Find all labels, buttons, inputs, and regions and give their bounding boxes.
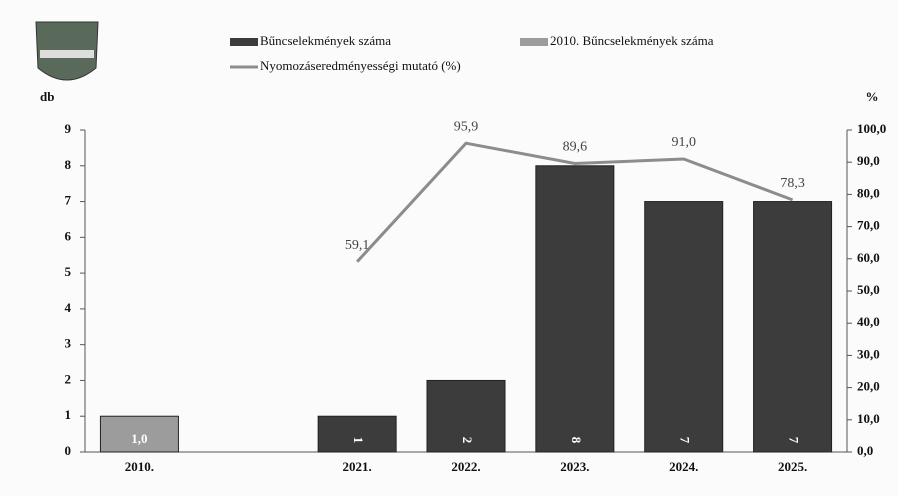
y2-tick-label: 20,0 bbox=[857, 379, 880, 394]
x-tick-label: 2025. bbox=[778, 459, 807, 474]
y-tick-label: 5 bbox=[65, 264, 72, 279]
bar bbox=[99, 415, 179, 453]
bar bbox=[535, 165, 615, 453]
y-tick-label: 6 bbox=[65, 228, 72, 243]
y-tick-label: 9 bbox=[65, 121, 72, 136]
x-tick-label: 2010. bbox=[125, 459, 154, 474]
y-tick-label: 3 bbox=[65, 336, 72, 351]
y-tick-label: 7 bbox=[65, 193, 72, 208]
y2-tick-label: 60,0 bbox=[857, 250, 880, 265]
line-value-label: 95,9 bbox=[454, 119, 479, 134]
x-tick-label: 2021. bbox=[343, 459, 372, 474]
y-tick-label: 8 bbox=[65, 157, 72, 172]
y-tick-label: 1 bbox=[65, 407, 72, 422]
bar bbox=[317, 415, 397, 453]
line-value-label: 78,3 bbox=[780, 176, 805, 191]
y2-tick-label: 80,0 bbox=[857, 185, 880, 200]
y-tick-label: 0 bbox=[65, 443, 72, 458]
y-axis-title: db bbox=[40, 89, 54, 104]
y2-tick-label: 0,0 bbox=[857, 443, 873, 458]
y2-tick-label: 30,0 bbox=[857, 346, 880, 361]
x-tick-label: 2022. bbox=[451, 459, 480, 474]
y2-tick-label: 50,0 bbox=[857, 282, 880, 297]
y2-tick-label: 10,0 bbox=[857, 411, 880, 426]
x-tick-label: 2024. bbox=[669, 459, 698, 474]
bar-value-label: 1,0 bbox=[131, 431, 147, 446]
line bbox=[356, 141, 794, 263]
y2-tick-label: 90,0 bbox=[857, 153, 880, 168]
legend-label: Bűncselekmények száma bbox=[260, 33, 391, 48]
y-tick-label: 2 bbox=[65, 371, 72, 386]
y2-axis-title: % bbox=[866, 89, 879, 104]
x-tick-label: 2023. bbox=[560, 459, 589, 474]
legend-swatch bbox=[520, 38, 548, 46]
bar-value-label: 7 bbox=[787, 437, 802, 444]
logo bbox=[35, 21, 99, 81]
line-value-label: 59,1 bbox=[345, 238, 370, 253]
bar-value-label: 1 bbox=[351, 437, 366, 444]
bar bbox=[426, 379, 506, 453]
line-value-label: 89,6 bbox=[563, 140, 588, 155]
y2-tick-label: 100,0 bbox=[857, 121, 886, 136]
y2-tick-label: 70,0 bbox=[857, 218, 880, 233]
legend-label: Nyomozáseredményességi mutató (%) bbox=[260, 58, 461, 73]
y2-tick-label: 40,0 bbox=[857, 314, 880, 329]
bar-value-label: 8 bbox=[569, 437, 584, 444]
line-value-label: 91,0 bbox=[671, 135, 696, 150]
bar-value-label: 7 bbox=[678, 437, 693, 444]
legend-label: 2010. Bűncselekmények száma bbox=[550, 33, 714, 48]
bar bbox=[753, 201, 833, 453]
y-tick-label: 4 bbox=[65, 300, 72, 315]
bar bbox=[644, 201, 724, 453]
legend-swatch bbox=[230, 38, 258, 46]
bar-value-label: 2 bbox=[460, 437, 475, 444]
